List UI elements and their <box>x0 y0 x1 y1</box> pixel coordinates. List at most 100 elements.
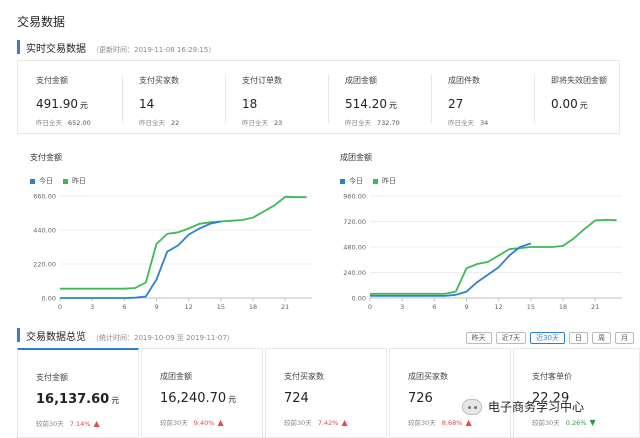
kpi-label: 支付金额 <box>36 76 68 85</box>
x-tick-label: 6 <box>432 303 436 311</box>
x-tick-label: 3 <box>90 303 94 311</box>
legend-swatch <box>63 178 68 184</box>
legend-yesterday[interactable]: 昨日 <box>373 176 396 186</box>
kpi-value: 18 <box>242 97 258 111</box>
overview-section-header: 交易数据总览 （统计时间：2019-10-09 至 2019-11-07） <box>17 328 234 343</box>
x-tick-label: 21 <box>591 303 599 311</box>
arrow-up-icon: ▲ <box>341 418 348 427</box>
chart-pay-amount-title: 支付金额 <box>30 153 62 162</box>
period-buttons: 昨天 近7天 近30天 日 周 月 <box>462 332 634 344</box>
x-tick-label: 15 <box>527 303 535 311</box>
btn-week[interactable]: 周 <box>592 332 611 344</box>
card-compare: 较前30天 0.26% ▼ <box>532 418 596 427</box>
card-value: 22.29 <box>532 391 570 406</box>
btn-last-30-days[interactable]: 近30天 <box>530 332 565 344</box>
x-tick-label: 9 <box>154 303 158 311</box>
y-tick-label: 960.00 <box>343 193 366 201</box>
series-line-today <box>370 242 532 297</box>
legend-today[interactable]: 今日 <box>340 176 363 186</box>
divider <box>122 75 123 123</box>
legend-swatch <box>30 178 35 184</box>
watermark-text: 电子商务学习中心 <box>488 400 585 414</box>
btn-day[interactable]: 日 <box>569 332 588 344</box>
legend-yesterday[interactable]: 昨日 <box>63 176 86 186</box>
card-value: 724 <box>284 391 309 406</box>
x-tick-label: 0 <box>368 303 372 311</box>
x-tick-label: 21 <box>281 303 289 311</box>
card-label: 支付客单价 <box>532 372 572 381</box>
btn-yesterday[interactable]: 昨天 <box>465 332 492 344</box>
y-tick-label: 440.00 <box>33 227 56 235</box>
btn-month[interactable]: 月 <box>615 332 634 344</box>
chart-group-amount-title: 成团金额 <box>340 153 372 162</box>
kpi-yesterday: 昨日全天 22 <box>139 119 180 127</box>
kpi-yesterday: 昨日全天 732.70 <box>345 119 400 127</box>
y-tick-label: 0.00 <box>42 295 56 303</box>
x-tick-label: 18 <box>249 303 257 311</box>
divider <box>534 75 535 123</box>
card-label: 成团买家数 <box>408 372 448 381</box>
arrow-up-icon: ▲ <box>217 418 224 427</box>
card-group-buyers[interactable]: 成团买家数 726 较前30天 8.68% ▲ <box>389 348 511 438</box>
x-tick-label: 18 <box>559 303 567 311</box>
realtime-section-title: 实时交易数据 <box>26 44 86 55</box>
card-unit-price[interactable]: 支付客单价 22.29 较前30天 0.26% ▼ <box>513 348 640 438</box>
arrow-down-icon: ▼ <box>589 418 596 427</box>
arrow-up-icon: ▲ <box>465 418 472 427</box>
series-line-yesterday <box>370 219 617 295</box>
y-tick-label: 720.00 <box>343 218 366 226</box>
page-title: 交易数据 <box>17 15 66 29</box>
kpi-label: 成团金额 <box>345 76 377 85</box>
kpi-label: 即将失效团金额 <box>551 76 607 85</box>
card-group-amount[interactable]: 成团金额 16,240.70 元 较前30天 9.40% ▲ <box>141 348 263 438</box>
kpi-value: 491.90 元 <box>36 97 88 111</box>
btn-last-7-days[interactable]: 近7天 <box>495 332 527 344</box>
legend-swatch <box>340 178 345 184</box>
kpi-label: 支付买家数 <box>139 76 179 85</box>
divider <box>328 75 329 123</box>
x-tick-label: 12 <box>185 303 193 311</box>
realtime-update-time: （更新时间：2019-11-08 16:29:15） <box>92 46 216 54</box>
divider <box>225 75 226 123</box>
card-label: 支付金额 <box>36 373 68 382</box>
chart-pay-amount-legend: 今日 昨日 <box>30 176 96 186</box>
kpi-value: 0.00 元 <box>551 97 588 111</box>
y-tick-label: 660.00 <box>33 193 56 201</box>
kpi-label: 成团件数 <box>448 76 480 85</box>
x-tick-label: 9 <box>464 303 468 311</box>
kpi-yesterday: 昨日全天 652.00 <box>36 119 91 127</box>
overview-section-title: 交易数据总览 <box>26 332 86 343</box>
y-tick-label: 240.00 <box>343 269 366 277</box>
divider <box>431 75 432 123</box>
y-tick-label: 0.00 <box>352 295 366 303</box>
realtime-section-header: 实时交易数据 （更新时间：2019-11-08 16:29:15） <box>17 40 216 55</box>
kpi-yesterday: 昨日全天 23 <box>242 119 283 127</box>
series-line-yesterday <box>60 195 307 290</box>
kpi-label: 支付订单数 <box>242 76 282 85</box>
chart-group-amount: 0.00 240.00 480.00 720.00 960.00 0 3 6 9 12 15 18 21 <box>343 193 622 311</box>
card-value: 726 <box>408 391 433 406</box>
card-label: 支付买家数 <box>284 372 324 381</box>
kpi-yesterday: 昨日全天 34 <box>448 119 489 127</box>
card-label: 成团金额 <box>160 372 192 381</box>
chart-group-amount-legend: 今日 昨日 <box>340 176 406 186</box>
x-tick-label: 12 <box>495 303 503 311</box>
x-tick-label: 0 <box>58 303 62 311</box>
card-compare: 较前30天 7.14% ▲ <box>36 419 100 428</box>
wechat-icon <box>462 398 482 415</box>
card-compare: 较前30天 9.40% ▲ <box>160 418 224 427</box>
kpi-value: 14 <box>139 97 155 111</box>
card-value: 16,240.70 元 <box>160 391 237 406</box>
y-tick-label: 480.00 <box>343 244 366 252</box>
y-tick-label: 220.00 <box>33 261 56 269</box>
realtime-kpi-panel: 支付金额 491.90 元 昨日全天 652.00 支付买家数 14 昨日全天 22 … <box>17 60 620 134</box>
x-tick-label: 15 <box>217 303 225 311</box>
legend-today[interactable]: 今日 <box>30 176 53 186</box>
watermark: 电子商务学习中心 <box>462 398 584 415</box>
card-pay-amount[interactable]: 支付金额 16,137.60 元 较前30天 7.14% ▲ <box>17 348 139 438</box>
legend-swatch <box>373 178 378 184</box>
card-pay-buyers[interactable]: 支付买家数 724 较前30天 7.42% ▲ <box>265 348 387 438</box>
x-tick-label: 3 <box>400 303 404 311</box>
x-tick-label: 6 <box>122 303 126 311</box>
